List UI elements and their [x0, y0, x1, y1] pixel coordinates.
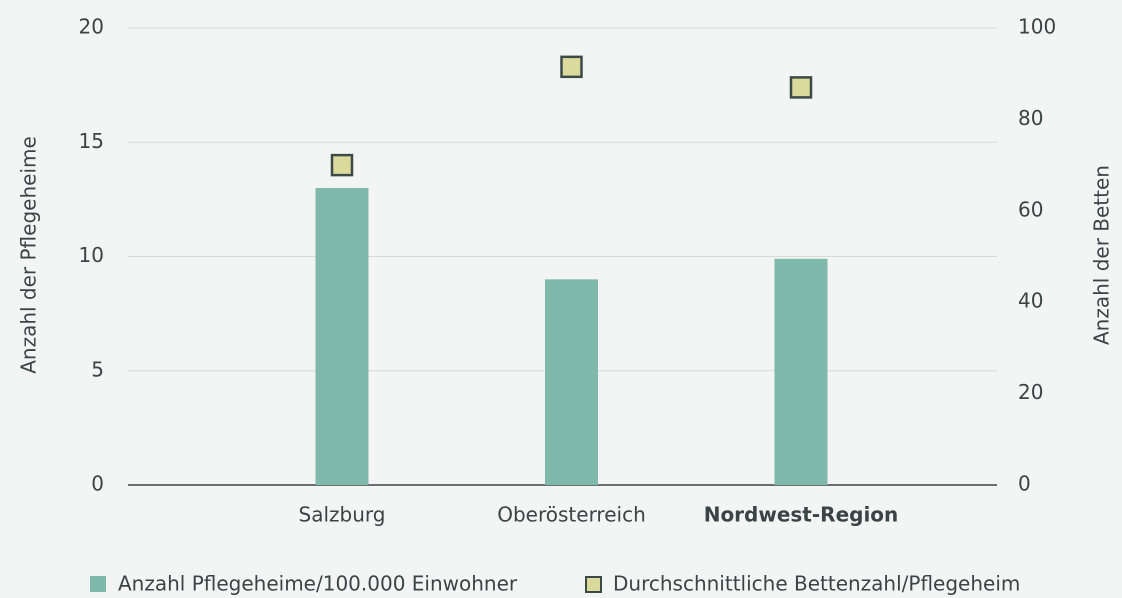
y-tick-label: 0 — [91, 472, 104, 496]
y2-tick-label: 60 — [1018, 197, 1043, 221]
y-tick-label: 20 — [79, 15, 104, 39]
y2-tick-label: 80 — [1018, 106, 1043, 130]
y2-tick-label: 40 — [1018, 289, 1043, 313]
y2-axis-label: Anzahl der Betten — [1090, 165, 1114, 345]
bar — [545, 279, 598, 485]
marker — [560, 55, 583, 79]
bar — [774, 258, 828, 485]
legend-label: Anzahl Pflegeheime/100.000 Einwohner — [118, 572, 518, 596]
y2-tick-label: 20 — [1018, 380, 1043, 404]
x-tick-label: Oberösterreich — [497, 503, 646, 527]
x-tick-label: Nordwest-Region — [704, 503, 899, 527]
marker — [789, 76, 813, 99]
y-tick-label: 5 — [91, 357, 104, 381]
legend-swatch — [90, 576, 106, 592]
y-axis-label: Anzahl der Pflegeheime — [17, 136, 41, 374]
bar — [315, 187, 369, 485]
x-tick-label: Salzburg — [299, 503, 386, 527]
marker — [330, 153, 354, 177]
y2-tick-label: 100 — [1018, 15, 1056, 39]
legend-label: Durchschnittliche Bettenzahl/Pflegeheim — [613, 572, 1020, 596]
y-tick-label: 15 — [79, 129, 104, 153]
y2-tick-label: 0 — [1018, 472, 1031, 496]
legend-swatch — [585, 576, 602, 593]
y-tick-label: 10 — [79, 243, 104, 267]
